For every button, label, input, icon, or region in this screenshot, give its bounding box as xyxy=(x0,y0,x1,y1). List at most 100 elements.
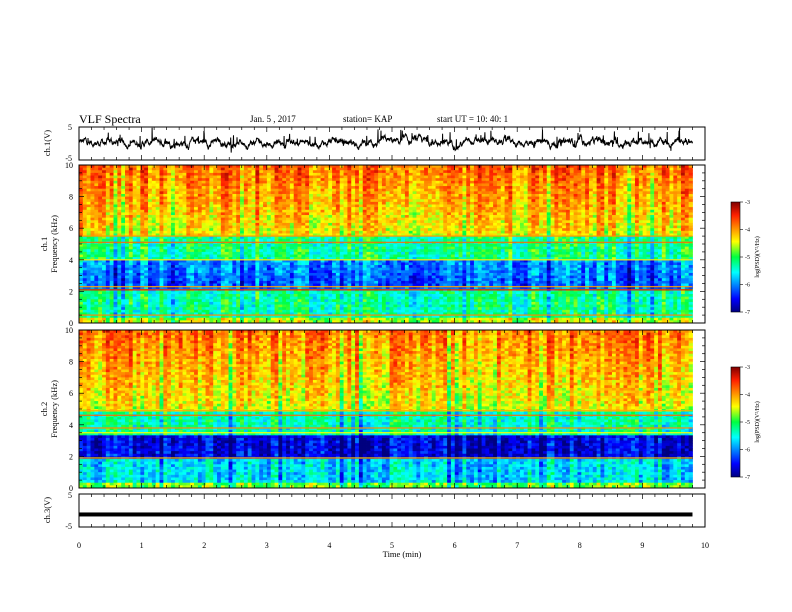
spec1-cell xyxy=(102,215,107,219)
spec1-cell xyxy=(412,230,417,234)
spec1-cell xyxy=(79,180,84,184)
spec1-cell xyxy=(489,215,494,219)
spec1-cell xyxy=(646,222,651,226)
spec1-cell xyxy=(381,193,387,197)
spec1-cell xyxy=(608,183,613,187)
spec1-cell xyxy=(132,186,137,190)
spec1-cell xyxy=(450,233,456,237)
spec1-cell xyxy=(148,212,153,216)
spec1-cell xyxy=(615,225,621,229)
spec1-cell xyxy=(274,191,279,195)
spec1-cell xyxy=(159,191,164,195)
spec1-cell xyxy=(224,193,229,197)
spec1-cell xyxy=(661,238,667,242)
spec1-cell xyxy=(623,186,628,190)
spec1-cell xyxy=(458,175,463,179)
spec1-cell xyxy=(136,233,141,237)
spec1-cell xyxy=(159,196,164,200)
spec1-cell xyxy=(355,193,360,197)
spec1-cell xyxy=(623,196,628,200)
spec1-cell xyxy=(274,236,279,240)
spec1-cell xyxy=(642,225,647,229)
spec1-cell xyxy=(431,193,436,197)
spec1-cell xyxy=(251,172,256,176)
spec1-cell xyxy=(397,186,402,190)
spec1-cell xyxy=(224,217,229,221)
spec1-cell xyxy=(493,204,498,208)
spec1-cell xyxy=(385,228,390,232)
spec1-cell xyxy=(680,236,686,240)
spec1-cell xyxy=(247,204,252,208)
spec1-cell xyxy=(439,236,444,240)
spec1-cell xyxy=(631,220,636,224)
spec1-cell xyxy=(554,238,559,242)
spec1-cell xyxy=(462,233,467,237)
spec1-cell xyxy=(289,170,295,174)
spec1-cell xyxy=(121,175,126,179)
spec1-cell xyxy=(470,178,475,182)
spec1-cell xyxy=(240,193,245,197)
spec1-cell xyxy=(297,191,302,195)
spec1-cell xyxy=(558,212,563,216)
spec1-cell xyxy=(347,183,352,187)
spec1-cell xyxy=(546,230,552,234)
spec1-cell xyxy=(657,175,663,179)
spec1-cell xyxy=(201,199,206,203)
spec1-cell xyxy=(611,204,617,208)
spec1-cell xyxy=(404,204,410,208)
spec1-cell xyxy=(627,170,632,174)
spec1-cell xyxy=(427,191,433,195)
spec1-cell xyxy=(443,225,448,229)
spec1-cell xyxy=(577,172,582,176)
spec1-cell xyxy=(194,222,199,226)
spec1-cell xyxy=(125,170,130,174)
spec1-cell xyxy=(611,165,617,169)
spec1-cell xyxy=(588,188,594,192)
spec1-cell xyxy=(516,238,521,242)
spec1-cell xyxy=(86,217,91,221)
spec1-cell xyxy=(247,201,252,205)
spec1-cell xyxy=(401,193,406,197)
spec1-cell xyxy=(665,230,670,234)
spec1-cell xyxy=(301,228,306,232)
spec1-cell xyxy=(197,215,203,219)
spec1-cell xyxy=(263,204,268,208)
spec1-cell xyxy=(286,165,291,169)
spec1-cell xyxy=(278,209,283,213)
spec1-cell xyxy=(232,180,237,184)
spec1-cell xyxy=(473,188,479,192)
spec1-cell xyxy=(661,175,667,179)
spec1-cell xyxy=(151,220,157,224)
spec1-cell xyxy=(431,217,436,221)
spec1-cell xyxy=(320,193,325,197)
spec1-cell xyxy=(527,180,532,184)
spec1-cell xyxy=(102,199,107,203)
spec1-cell xyxy=(604,183,609,187)
spec1-cell xyxy=(174,172,180,176)
spec1-cell xyxy=(470,207,475,211)
spec1-cell xyxy=(186,201,191,205)
spec1-cell xyxy=(546,175,552,179)
spec1-cell xyxy=(167,217,172,221)
spec1-cell xyxy=(324,199,329,203)
spec1-cell xyxy=(117,220,122,224)
spec1-cell xyxy=(220,201,226,205)
spec1-cell xyxy=(523,175,528,179)
spec1-cell xyxy=(102,236,107,240)
spec1-cell xyxy=(519,183,525,187)
spec1-cell xyxy=(247,228,252,232)
spec1-cell xyxy=(151,191,157,195)
spec1-cell xyxy=(496,236,502,240)
spec1-cell xyxy=(128,244,134,248)
spec1-cell xyxy=(328,165,333,169)
spec1-cell xyxy=(132,238,137,242)
spec1-cell xyxy=(136,178,141,182)
spec1-cell xyxy=(458,236,463,240)
spec1-cell xyxy=(378,172,383,176)
spec1-cell xyxy=(171,199,176,203)
spec1-cell xyxy=(213,183,218,187)
spec1-cell xyxy=(378,209,383,213)
spec1-cell xyxy=(385,212,390,216)
spec1-cell xyxy=(213,233,218,237)
spec1-cell xyxy=(550,178,555,182)
